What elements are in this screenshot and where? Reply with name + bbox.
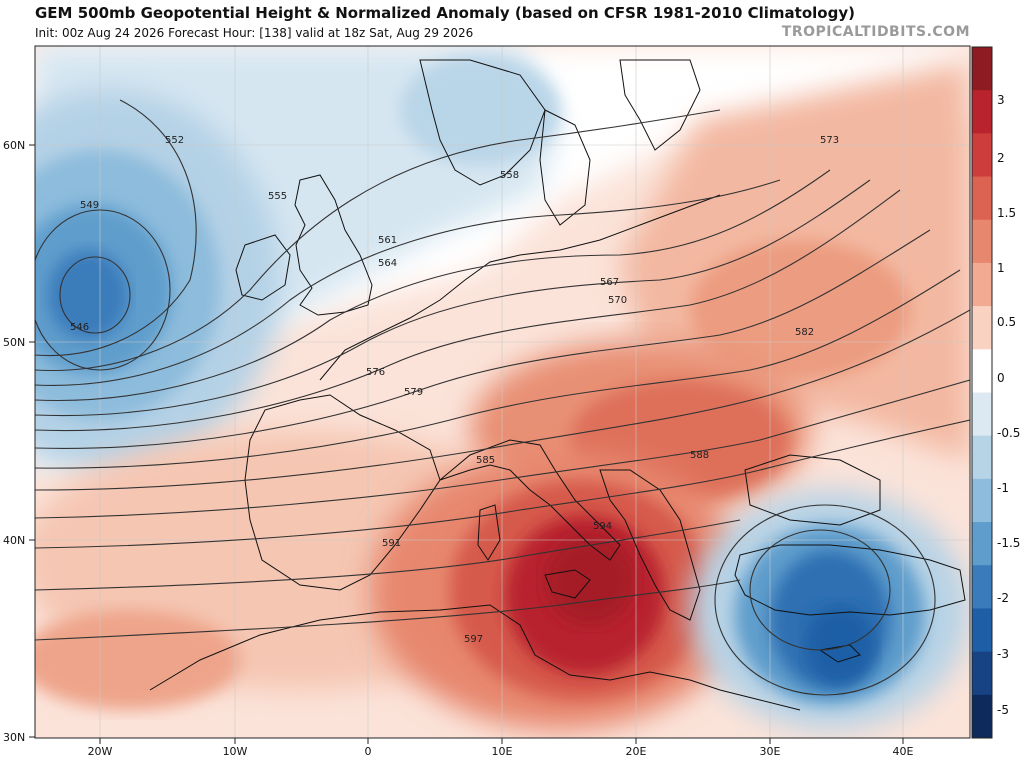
lon-label: 20W bbox=[88, 745, 113, 757]
colorbar-label: 2 bbox=[997, 151, 1005, 165]
contour-label: 564 bbox=[378, 258, 397, 269]
colorbar-label: 0 bbox=[997, 371, 1005, 385]
contour-label: 573 bbox=[820, 135, 839, 146]
colorbar-segment bbox=[972, 694, 992, 739]
contour-label: 597 bbox=[464, 634, 483, 645]
contour-label: 582 bbox=[795, 327, 814, 338]
colorbar-segment bbox=[972, 176, 992, 221]
contour-label: 588 bbox=[690, 450, 709, 461]
colorbar-segment bbox=[972, 478, 992, 523]
lat-label: 40N bbox=[3, 534, 25, 547]
colorbar-label: 0.5 bbox=[997, 315, 1016, 329]
colorbar-segment bbox=[972, 651, 992, 696]
lon-label: 30E bbox=[760, 745, 781, 757]
colorbar-frame bbox=[971, 46, 993, 739]
colorbar bbox=[971, 46, 993, 739]
lat-label: 50N bbox=[3, 336, 25, 349]
brand-label: TROPICALTIDBITS.COM bbox=[781, 24, 970, 40]
height-contours bbox=[35, 99, 970, 696]
colorbar-label: -1 bbox=[997, 481, 1009, 495]
colorbar-label: 3 bbox=[997, 93, 1005, 107]
colorbar-label: 1 bbox=[997, 261, 1005, 275]
graticule bbox=[35, 46, 970, 738]
contour-label: 561 bbox=[378, 235, 397, 246]
colorbar-label: -1.5 bbox=[997, 536, 1020, 550]
colorbar-label: -5 bbox=[997, 703, 1009, 717]
contour-label: 546 bbox=[70, 322, 89, 333]
lon-label: 10E bbox=[492, 745, 513, 757]
contour-label: 585 bbox=[476, 455, 495, 466]
colorbar-segment bbox=[972, 392, 992, 437]
contour-labels: 546 549 552 555 558 561 564 567 570 573 … bbox=[70, 135, 839, 645]
lon-label: 40E bbox=[893, 745, 914, 757]
colorbar-label: 1.5 bbox=[997, 206, 1016, 220]
colorbar-segment bbox=[972, 262, 992, 307]
colorbar-label: -2 bbox=[997, 591, 1009, 605]
contour-label: 591 bbox=[382, 538, 401, 549]
contour-label: 570 bbox=[608, 295, 627, 306]
chart-title: GEM 500mb Geopotential Height & Normaliz… bbox=[35, 4, 855, 22]
contour-label: 552 bbox=[165, 135, 184, 146]
longitude-axis: 20W 10W 0 10E 20E 30E 40E bbox=[88, 738, 914, 757]
lon-label: 20E bbox=[626, 745, 647, 757]
contour-label: 579 bbox=[404, 387, 423, 398]
forecast-subtitle: Init: 00z Aug 24 2026 Forecast Hour: [13… bbox=[35, 26, 474, 40]
contour-label: 549 bbox=[80, 200, 99, 211]
colorbar-label: -3 bbox=[997, 647, 1009, 661]
colorbar-segment bbox=[972, 349, 992, 393]
contour-label: 555 bbox=[268, 191, 287, 202]
colorbar-segment bbox=[972, 522, 992, 566]
colorbar-segment bbox=[972, 435, 992, 480]
lat-label: 60N bbox=[3, 139, 25, 152]
contour-label: 567 bbox=[600, 277, 619, 288]
contour-label: 576 bbox=[366, 367, 385, 378]
colorbar-label: -0.5 bbox=[997, 426, 1020, 440]
latitude-axis: 60N 50N 40N 30N bbox=[3, 139, 35, 744]
lat-label: 30N bbox=[3, 731, 25, 744]
contour-label: 558 bbox=[500, 170, 519, 181]
colorbar-segment bbox=[972, 90, 992, 134]
colorbar-labels: 3 2 1.5 1 0.5 0 -0.5 -1 -1.5 -2 -3 -5 bbox=[997, 93, 1020, 717]
anomaly-field: 546 549 552 555 558 561 564 567 570 573 … bbox=[35, 46, 970, 738]
contour-label: 594 bbox=[593, 521, 612, 532]
colorbar-segment bbox=[972, 608, 992, 653]
colorbar-segment bbox=[972, 219, 992, 264]
lon-label: 0 bbox=[365, 745, 372, 757]
lon-label: 10W bbox=[223, 745, 248, 757]
colorbar-segment bbox=[972, 565, 992, 609]
colorbar-segment bbox=[972, 133, 992, 178]
colorbar-segment bbox=[972, 306, 992, 350]
colorbar-segment bbox=[972, 47, 992, 91]
